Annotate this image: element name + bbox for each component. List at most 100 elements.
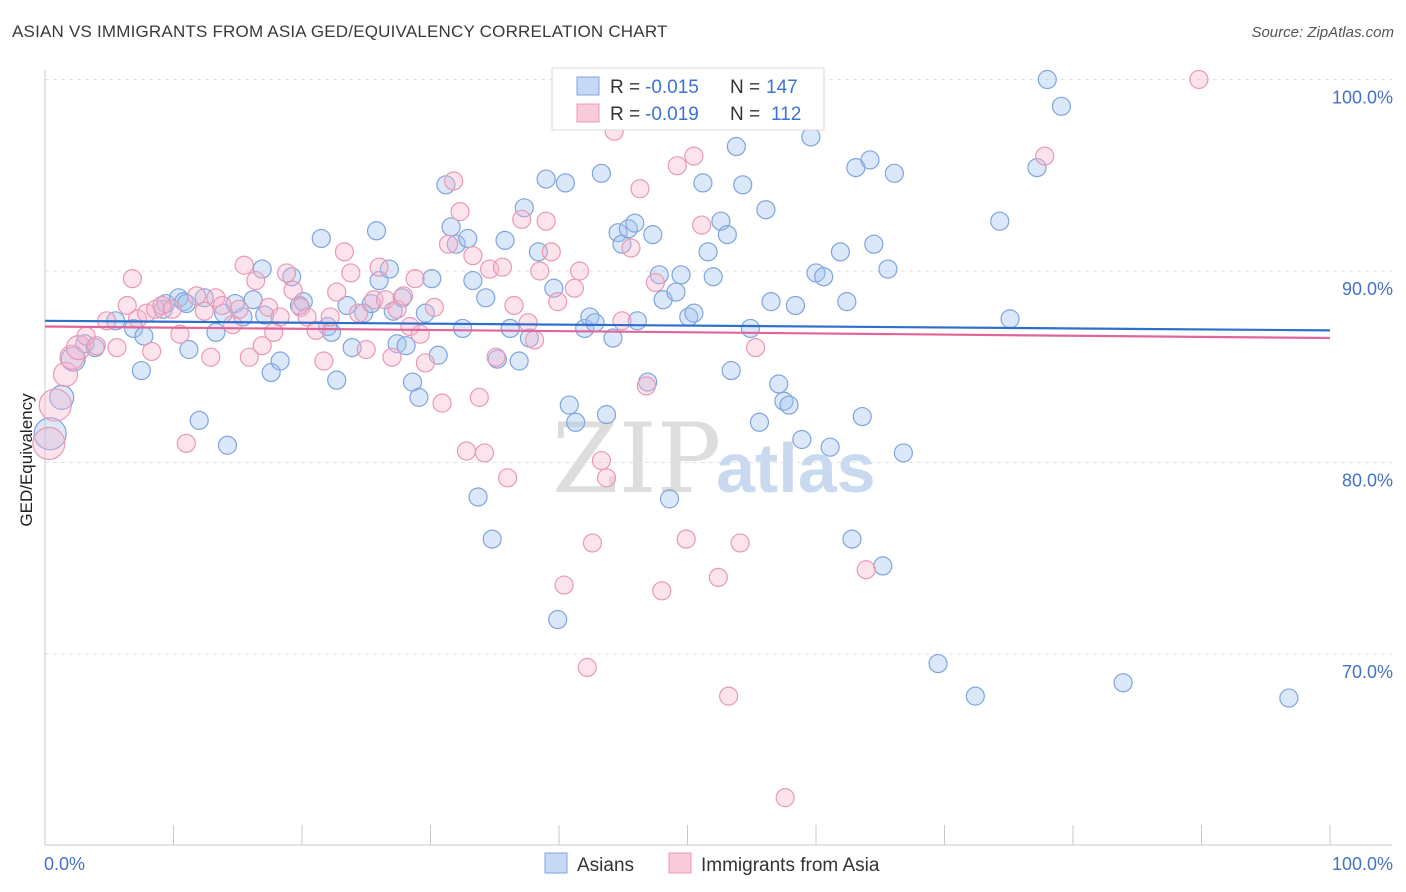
- immigrants-point-57: [438, 234, 459, 254]
- immigrants-point-18: [176, 433, 196, 453]
- y-tick-label-3: 100.0%: [1332, 88, 1393, 108]
- asians-point-74: [585, 313, 605, 333]
- y-tick-label-0: 70.0%: [1342, 662, 1393, 682]
- immigrants-point-1: [38, 388, 72, 422]
- asians-point-77: [603, 328, 623, 348]
- asians-point-132: [1279, 688, 1299, 708]
- asians-point-62: [509, 351, 529, 371]
- asians-point-117: [852, 406, 872, 427]
- asians-point-57: [476, 288, 496, 308]
- immigrants-point-50: [393, 286, 414, 306]
- asians-point-75: [591, 163, 612, 183]
- legend-r-value-1: -0.015: [645, 77, 699, 98]
- immigrants-point-0: [32, 426, 66, 460]
- asians-point-69: [555, 173, 576, 193]
- asians-point-78: [608, 223, 628, 243]
- immigrants-point-71: [524, 330, 545, 350]
- immigrants-point-67: [498, 468, 518, 488]
- immigrants-point-22: [206, 288, 226, 308]
- immigrants-point-16: [162, 299, 182, 319]
- immigrants-point-85: [621, 238, 641, 258]
- asians-point-127: [1000, 309, 1020, 329]
- immigrants-point-55: [424, 297, 444, 317]
- asians-point-88: [666, 282, 686, 302]
- immigrants-point-104: [1189, 69, 1209, 90]
- legend-r-label-1: R =: [610, 77, 640, 98]
- asians-point-60: [495, 230, 515, 250]
- asians-point-17: [206, 322, 226, 342]
- immigrants-point-33: [276, 263, 297, 283]
- asians-point-103: [761, 292, 781, 312]
- asians-point-100: [740, 318, 761, 339]
- immigrants-point-88: [645, 272, 665, 293]
- immigrants-point-77: [564, 278, 585, 298]
- watermark-zip: ZIP: [552, 403, 721, 515]
- asians-point-97: [721, 360, 741, 381]
- immigrants-point-52: [405, 269, 425, 289]
- asians-point-22: [243, 290, 263, 310]
- y-tick-label-2: 90.0%: [1342, 279, 1393, 299]
- immigrants-point-91: [676, 529, 696, 549]
- gridlines: [45, 79, 1392, 655]
- immigrants-point-43: [348, 303, 369, 323]
- asians-point-19: [217, 435, 238, 455]
- immigrants-point-2: [52, 361, 79, 388]
- immigrants-point-68: [504, 295, 524, 316]
- asians-point-108: [792, 429, 812, 450]
- immigrants-point-100: [775, 788, 795, 808]
- source-label: Source: ZipAtlas.com: [1251, 24, 1394, 41]
- immigrants-point-82: [596, 468, 617, 488]
- immigrants-point-86: [630, 179, 650, 199]
- immigrants-point-39: [320, 307, 340, 327]
- immigrants-point-58: [444, 171, 464, 191]
- asians-point-70: [559, 395, 579, 415]
- legend-r-value-2: -0.019: [645, 104, 699, 125]
- asians-point-63: [514, 198, 534, 218]
- asians-point-48: [422, 269, 442, 289]
- asians-point-107: [785, 295, 806, 316]
- immigrants-point-20: [194, 301, 214, 321]
- asians-point-46: [409, 387, 429, 407]
- immigrants-point-74: [541, 242, 561, 262]
- axes: [44, 70, 1392, 846]
- immigrants-point-25: [229, 299, 249, 319]
- asians-point-96: [717, 225, 737, 245]
- immigrants-point-59: [450, 202, 470, 222]
- asians-point-113: [830, 242, 851, 262]
- y-tick-label-1: 80.0%: [1342, 471, 1393, 491]
- immigrants-point-84: [612, 311, 632, 331]
- y-axis-label: GED/Equivalency: [17, 393, 36, 527]
- asians-point-124: [928, 653, 948, 674]
- asians-point-115: [842, 529, 862, 549]
- immigrants-point-87: [636, 376, 656, 396]
- immigrants-point-79: [577, 657, 597, 678]
- asians-point-30: [311, 228, 331, 249]
- immigrants-point-36: [297, 307, 317, 327]
- immigrants-point-92: [684, 146, 704, 166]
- asians-point-44: [396, 336, 416, 356]
- asians-point-119: [864, 234, 884, 254]
- immigrants-point-4: [65, 335, 92, 361]
- immigrants-point-19: [187, 286, 207, 306]
- asians-point-66: [536, 169, 556, 189]
- immigrants-point-23: [212, 295, 232, 316]
- legend-n-value-1: 147: [766, 77, 798, 98]
- legend-swatch-asians: [576, 76, 600, 96]
- asians-point-13: [176, 293, 196, 314]
- asians-point-123: [893, 443, 913, 463]
- asians-point-128: [1027, 157, 1047, 178]
- immigrants-point-53: [410, 324, 430, 344]
- asians-point-109: [801, 127, 821, 147]
- asians-point-71: [566, 412, 586, 432]
- asians-point-26: [270, 351, 290, 371]
- immigrants-point-27: [239, 347, 259, 367]
- immigrants-point-89: [652, 581, 672, 601]
- asians-point-52: [446, 234, 466, 254]
- immigrants-point-61: [463, 246, 483, 266]
- asians-point-38: [366, 221, 387, 241]
- asians-point-68: [548, 609, 568, 630]
- bottom-legend-asians: Asians: [577, 855, 634, 876]
- legend-n-label-1: N =: [730, 77, 760, 98]
- legend-swatch-immigrants: [576, 103, 600, 123]
